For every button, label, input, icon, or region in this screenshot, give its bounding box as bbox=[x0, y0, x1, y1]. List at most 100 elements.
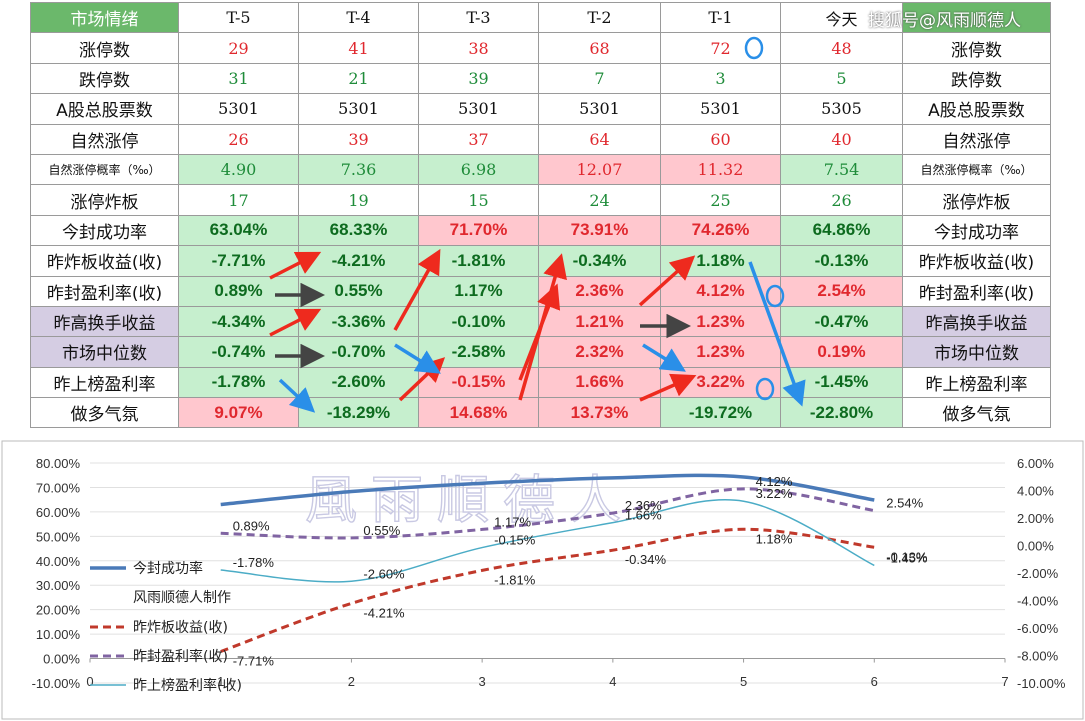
x-tick-label: 6 bbox=[871, 674, 878, 689]
table-cell: 7 bbox=[538, 62, 661, 95]
table-cell: 2.36% bbox=[538, 275, 661, 307]
data-label: 1.66% bbox=[625, 508, 662, 523]
header-day: T-3 bbox=[418, 1, 539, 34]
table-row: 今封成功率 63.04% 68.33% 71.70% 73.91% 74.26% 64.86… bbox=[30, 214, 1051, 247]
row-label-right: 昨炸板收益(收) bbox=[902, 245, 1051, 277]
header-day: T-4 bbox=[298, 1, 419, 34]
table-cell: 39 bbox=[298, 123, 419, 155]
table-row: A股总股票数 5301 5301 5301 5301 5301 5305 A股总股票数 bbox=[30, 93, 1051, 125]
y-left-tick-label: -10.00% bbox=[32, 676, 81, 691]
table-cell: 73.91% bbox=[538, 214, 661, 247]
header-label: 市场情绪 bbox=[30, 1, 179, 34]
row-label: 自然涨停 bbox=[30, 123, 179, 155]
row-label: 做多气氛 bbox=[30, 397, 179, 429]
row-label-right: 涨停炸板 bbox=[902, 184, 1051, 216]
table-cell: 26 bbox=[178, 123, 299, 155]
x-tick-label: 5 bbox=[740, 674, 747, 689]
table-cell: -18.29% bbox=[298, 397, 419, 429]
table-cell: 19 bbox=[298, 184, 419, 216]
x-tick-label: 3 bbox=[479, 674, 486, 689]
header-day: T-5 bbox=[178, 1, 299, 34]
table-cell: -4.21% bbox=[298, 245, 419, 277]
table-cell: 0.89% bbox=[178, 275, 299, 307]
series-line bbox=[220, 527, 875, 653]
table-cell: 60 bbox=[660, 123, 781, 155]
table-cell: 5301 bbox=[298, 93, 419, 125]
data-label: 2.36% bbox=[625, 498, 662, 513]
y-left-tick-label: 50.00% bbox=[36, 529, 81, 544]
data-label: -1.78% bbox=[233, 555, 275, 570]
table-cell: -0.74% bbox=[178, 336, 299, 368]
row-label-right: 昨高换手收益 bbox=[902, 305, 1051, 338]
table-cell: 40 bbox=[780, 123, 903, 155]
table-cell: 17 bbox=[178, 184, 299, 216]
table-cell: 6.98 bbox=[418, 153, 539, 186]
table-cell: 63.04% bbox=[178, 214, 299, 247]
header-day: 今天 bbox=[780, 1, 903, 34]
table-cell: 29 bbox=[178, 32, 299, 64]
table-cell: 5301 bbox=[418, 93, 539, 125]
data-label: -2.60% bbox=[363, 566, 405, 581]
table-row: 市场中位数 -0.74% -0.70% -2.58% 2.32% 1.23% 0.19% 市场… bbox=[30, 336, 1051, 368]
row-label: 昨高换手收益 bbox=[30, 305, 179, 338]
header-row: 市场情绪 T-5 T-4 T-3 T-2 T-1 今天 bbox=[30, 1, 1051, 34]
table-cell: 0.55% bbox=[298, 275, 419, 307]
table-cell: -1.45% bbox=[780, 366, 903, 399]
row-label: 昨封盈利率(收) bbox=[30, 275, 179, 307]
y-right-tick-label: -4.00% bbox=[1017, 594, 1059, 609]
row-label-right: 做多气氛 bbox=[902, 397, 1051, 429]
row-label-right: 跌停数 bbox=[902, 62, 1051, 95]
row-label-right: 自然涨停概率（‰） bbox=[902, 153, 1051, 186]
table-cell: 21 bbox=[298, 62, 419, 95]
table-cell: -2.60% bbox=[298, 366, 419, 399]
row-label: 跌停数 bbox=[30, 62, 179, 95]
legend-label: 今封成功率 bbox=[133, 560, 203, 577]
table-cell: 1.21% bbox=[538, 305, 661, 338]
table-cell: -0.34% bbox=[538, 245, 661, 277]
data-label: 4.12% bbox=[756, 474, 793, 489]
row-label: 市场中位数 bbox=[30, 336, 179, 368]
table-cell: 48 bbox=[780, 32, 903, 64]
row-label: 涨停数 bbox=[30, 32, 179, 64]
table-cell: 13.73% bbox=[538, 397, 661, 429]
table-cell: 2.54% bbox=[780, 275, 903, 307]
table-cell: 26 bbox=[780, 184, 903, 216]
table-row: 自然涨停 26 39 37 64 60 40 自然涨停 bbox=[30, 123, 1051, 155]
table-cell: 9.07% bbox=[178, 397, 299, 429]
row-label: 今封成功率 bbox=[30, 214, 179, 247]
table-cell: 5301 bbox=[660, 93, 781, 125]
table-cell: -0.70% bbox=[298, 336, 419, 368]
table-row: 昨炸板收益(收) -7.71% -4.21% -1.81% -0.34% 1.18% -0.… bbox=[30, 245, 1051, 277]
table-cell: 68.33% bbox=[298, 214, 419, 247]
table-row: 昨封盈利率(收) 0.89% 0.55% 1.17% 2.36% 4.12% 2.54% 昨封… bbox=[30, 275, 1051, 307]
table-row: 做多气氛 9.07% -18.29% 14.68% 13.73% -19.72% -22.8… bbox=[30, 397, 1051, 429]
y-right-tick-label: -6.00% bbox=[1017, 621, 1059, 636]
data-label: 1.17% bbox=[494, 514, 531, 529]
table-cell: -4.34% bbox=[178, 305, 299, 338]
table-cell: 5305 bbox=[780, 93, 903, 125]
table-cell: 41 bbox=[298, 32, 419, 64]
series-line bbox=[220, 499, 875, 583]
y-right-tick-label: 0.00% bbox=[1017, 539, 1054, 554]
table-cell: 5301 bbox=[178, 93, 299, 125]
legend-note: 风雨顺德人制作 bbox=[133, 590, 231, 606]
table-row: 昨高换手收益 -4.34% -3.36% -0.10% 1.21% 1.23% -0.47%… bbox=[30, 305, 1051, 338]
table-cell: 12.07 bbox=[538, 153, 661, 186]
trend-chart: -10.00%0.00%10.00%20.00%30.00%40.00%50.0… bbox=[1, 440, 1084, 720]
table-cell: 0.19% bbox=[780, 336, 903, 368]
table-row: 涨停炸板 17 19 15 24 25 26 涨停炸板 bbox=[30, 184, 1051, 216]
y-right-tick-label: 4.00% bbox=[1017, 484, 1054, 499]
data-label: 1.18% bbox=[756, 531, 793, 546]
x-tick-label: 0 bbox=[86, 674, 93, 689]
table-cell: 15 bbox=[418, 184, 539, 216]
table-cell: 38 bbox=[418, 32, 539, 64]
row-label-right: 自然涨停 bbox=[902, 123, 1051, 155]
table-cell: -1.81% bbox=[418, 245, 539, 277]
y-left-tick-label: 30.00% bbox=[36, 578, 81, 593]
table-cell: 4.12% bbox=[660, 275, 781, 307]
series-line bbox=[220, 487, 875, 540]
table-cell: 1.17% bbox=[418, 275, 539, 307]
row-label-right: 涨停数 bbox=[902, 32, 1051, 64]
row-label: A股总股票数 bbox=[30, 93, 179, 125]
table-cell: 64.86% bbox=[780, 214, 903, 247]
